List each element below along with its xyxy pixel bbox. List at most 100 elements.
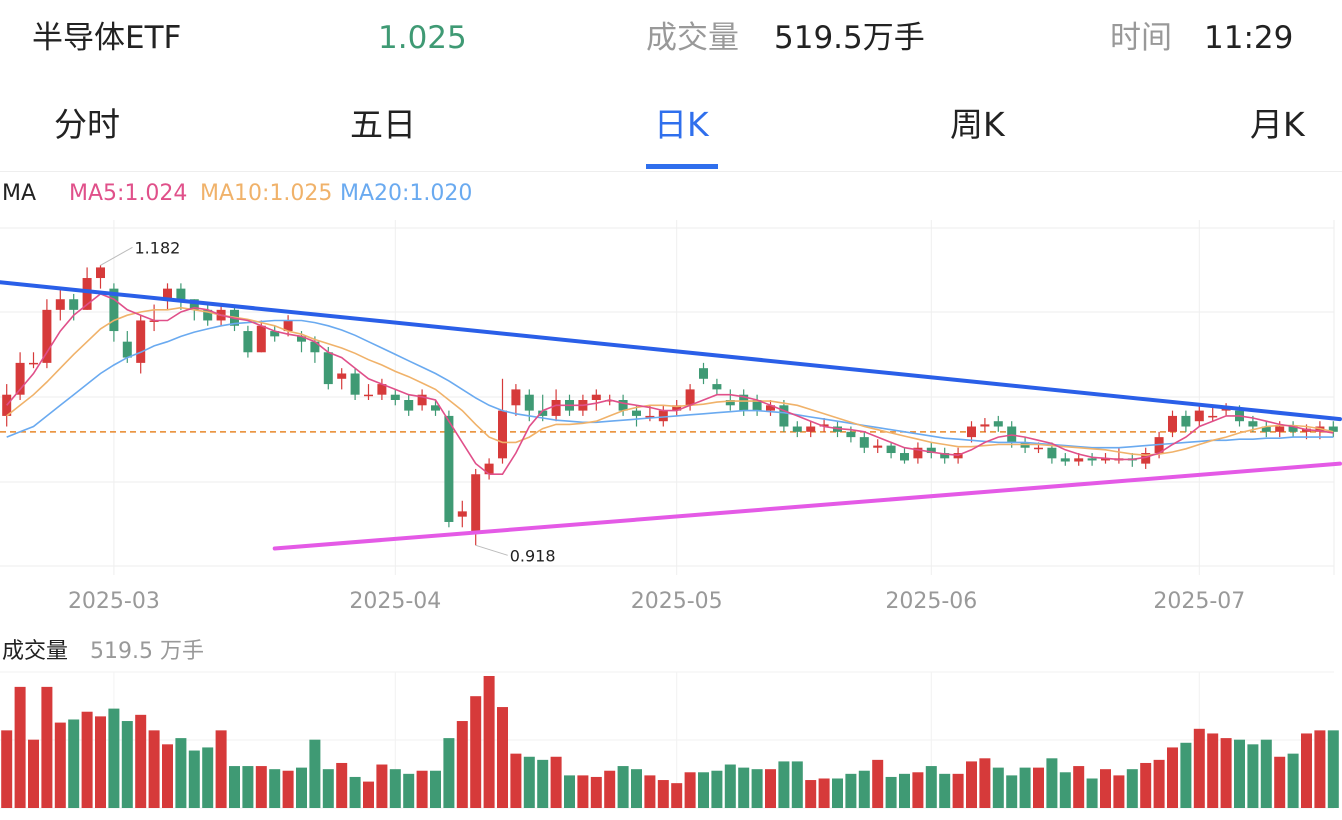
candle-body	[457, 511, 467, 517]
current-price: 1.025	[378, 20, 467, 56]
candle-body	[297, 336, 306, 342]
volume-bar	[939, 773, 951, 808]
candle-body	[1248, 421, 1258, 427]
volume-bar	[1274, 756, 1286, 808]
volume-bar	[403, 773, 415, 808]
volume-bar	[1046, 758, 1058, 808]
support-trendline	[272, 461, 1342, 551]
candle-body	[766, 405, 775, 411]
volume-bar	[1153, 759, 1165, 808]
volume-bar	[162, 744, 173, 808]
volume-bar	[1086, 778, 1098, 808]
candle-body	[1181, 415, 1191, 427]
candle-body	[431, 405, 440, 411]
price-annotation: 1.182	[135, 238, 181, 257]
volume-bar	[416, 770, 428, 808]
volume-bar	[577, 775, 589, 808]
candle-body	[672, 405, 682, 411]
volume-bar	[537, 759, 549, 808]
volume-bar	[590, 776, 602, 808]
candle-body	[980, 424, 990, 427]
candle-body	[913, 447, 923, 459]
candle-body	[1221, 408, 1231, 411]
candle-body	[498, 410, 507, 459]
volume-bar	[885, 776, 897, 808]
tab-five-day[interactable]: 五日	[350, 105, 416, 144]
candle-body	[15, 362, 25, 395]
x-tick-label: 2025-05	[631, 589, 723, 614]
tab-weekly-k[interactable]: 周K	[950, 105, 1005, 144]
volume-bar	[202, 747, 214, 808]
volume-bar	[95, 716, 106, 808]
volume-bar	[175, 738, 187, 808]
volume-bar	[483, 676, 495, 808]
candle-body	[632, 410, 641, 416]
candle-body	[69, 299, 79, 310]
candle-body	[1034, 447, 1043, 450]
volume-bar	[979, 758, 991, 808]
candle-body	[1328, 426, 1338, 432]
volume-bar	[389, 769, 401, 808]
volume-bar	[54, 722, 66, 808]
volume-label: 成交量	[646, 20, 739, 56]
volume-bars	[1, 676, 1339, 808]
volume-bar	[1140, 762, 1152, 808]
candle-body	[1194, 410, 1204, 422]
volume-bar	[912, 772, 924, 808]
volume-bar	[832, 778, 843, 808]
candle-body	[270, 331, 280, 337]
candle-body	[806, 426, 816, 432]
volume-bar	[1180, 742, 1192, 808]
time-label: 时间	[1110, 20, 1172, 56]
candle-body	[256, 325, 266, 353]
volume-bar	[81, 711, 93, 808]
candle-body	[873, 445, 883, 448]
volume-bar	[1247, 744, 1259, 808]
x-tick-label: 2025-07	[1153, 589, 1245, 614]
trendlines	[0, 280, 1342, 551]
ma-legend-label: MA	[2, 181, 37, 206]
volume-bar	[470, 696, 482, 808]
volume-legend-label: 成交量	[2, 639, 68, 664]
ma20-legend: MA20:1.020	[340, 181, 473, 206]
volume-bar	[631, 769, 642, 808]
candle-body	[524, 394, 534, 411]
volume-bar	[309, 739, 321, 808]
candle-body	[390, 394, 400, 400]
volume-bar	[108, 708, 120, 808]
tab-monthly-k[interactable]: 月K	[1250, 105, 1305, 144]
volume-bar	[456, 721, 468, 808]
candle-body	[591, 394, 601, 400]
candle-body	[176, 288, 186, 300]
candle-body	[323, 352, 333, 385]
volume-bar	[322, 769, 334, 808]
tab-daily-k[interactable]: 日K	[654, 105, 709, 144]
candle-body	[685, 389, 695, 406]
volume-bar	[443, 738, 455, 808]
candle-body	[1275, 426, 1285, 432]
candle-body	[926, 447, 936, 454]
volume-bar	[188, 750, 200, 808]
volume-legend-value: 519.5 万手	[90, 639, 204, 664]
candle-body	[310, 341, 320, 353]
candle-body	[1060, 458, 1070, 462]
volume-bar	[229, 766, 240, 808]
x-tick-label: 2025-04	[349, 589, 441, 614]
volume-bar	[791, 761, 803, 808]
candle-body	[377, 384, 387, 395]
annotation-leader	[475, 544, 508, 556]
candle-body	[2, 394, 12, 416]
tab-intraday[interactable]: 分时	[54, 105, 120, 144]
volume-bar	[1, 730, 13, 808]
candle-body	[1101, 458, 1110, 461]
candle-body	[189, 299, 199, 310]
candle-body	[967, 426, 976, 438]
candlesticks	[2, 265, 1338, 546]
candle-body	[96, 267, 105, 279]
candle-body	[1208, 415, 1218, 418]
candle-body	[471, 474, 481, 533]
candle-body	[645, 415, 655, 418]
candle-body	[886, 445, 896, 454]
annotation-leader	[100, 246, 133, 266]
